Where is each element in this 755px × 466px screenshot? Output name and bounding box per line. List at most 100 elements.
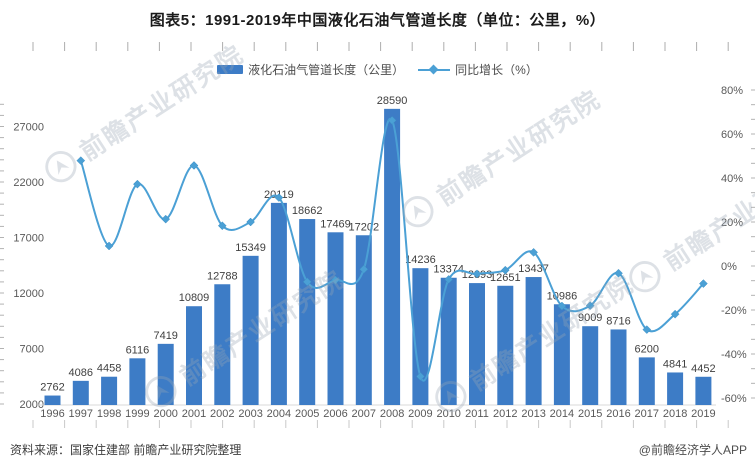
line-marker-icon — [161, 214, 171, 224]
svg-text:2006: 2006 — [323, 408, 347, 420]
svg-text:4841: 4841 — [663, 358, 687, 370]
svg-text:9009: 9009 — [578, 312, 602, 324]
bar-2018 — [667, 372, 684, 405]
svg-text:2017: 2017 — [635, 408, 659, 420]
svg-text:2015: 2015 — [578, 408, 602, 420]
bar-series-swatch-icon — [217, 65, 244, 74]
svg-text:14236: 14236 — [405, 254, 436, 266]
svg-text:12788: 12788 — [207, 270, 238, 282]
svg-text:17469: 17469 — [320, 218, 351, 230]
line-marker-icon — [274, 193, 284, 202]
line-series — [76, 116, 708, 382]
svg-text:2762: 2762 — [40, 382, 64, 394]
bar-2006 — [327, 232, 344, 405]
bar-1996 — [44, 395, 61, 405]
svg-text:2010: 2010 — [436, 408, 460, 420]
svg-text:4452: 4452 — [691, 363, 715, 375]
svg-text:1996: 1996 — [40, 408, 64, 420]
svg-text:7000: 7000 — [20, 344, 44, 356]
svg-text:2009: 2009 — [408, 408, 432, 420]
svg-text:15349: 15349 — [235, 242, 266, 254]
svg-text:7419: 7419 — [153, 330, 177, 342]
legend-bar-label: 液化石油气管道长度（公里） — [248, 63, 405, 77]
bar-2017 — [638, 357, 655, 405]
line-marker-icon — [500, 265, 510, 275]
svg-text:10809: 10809 — [179, 292, 210, 304]
axes: 2000 7000 12000 17000 22000 27000 80% 60% 40% 20%… — [0, 42, 755, 428]
bar-2005 — [299, 219, 316, 405]
bar-2007 — [355, 235, 372, 405]
svg-text:2014: 2014 — [550, 408, 574, 420]
svg-text:2000: 2000 — [20, 399, 44, 411]
line-marker-icon — [359, 264, 369, 274]
bar-2015 — [582, 326, 599, 405]
line-marker-icon — [642, 325, 652, 334]
bar-2019 — [695, 376, 712, 405]
svg-text:-20%: -20% — [721, 305, 747, 317]
svg-text:2003: 2003 — [238, 408, 262, 420]
svg-text:27000: 27000 — [13, 122, 44, 134]
legend-item-bar-series[interactable]: 液化石油气管道长度（公里） — [217, 61, 404, 78]
bar-1997 — [72, 380, 89, 405]
svg-text:60%: 60% — [721, 129, 743, 141]
line-marker-icon — [585, 301, 595, 310]
svg-text:20%: 20% — [721, 217, 743, 229]
line-marker-icon — [444, 275, 454, 284]
svg-text:4458: 4458 — [97, 363, 121, 375]
bar-2000 — [157, 343, 174, 405]
svg-text:13374: 13374 — [433, 264, 464, 276]
svg-text:80%: 80% — [721, 85, 743, 97]
line-marker-icon — [529, 248, 538, 257]
svg-text:8716: 8716 — [606, 315, 630, 327]
bar-series — [44, 108, 712, 405]
svg-text:1999: 1999 — [125, 408, 149, 420]
bar-2010 — [440, 277, 457, 405]
svg-text:2012: 2012 — [493, 408, 517, 420]
svg-text:2007: 2007 — [352, 408, 376, 420]
svg-text:2001: 2001 — [182, 408, 206, 420]
line-marker-icon — [387, 116, 397, 125]
svg-text:2008: 2008 — [380, 408, 404, 420]
bar-1998 — [101, 376, 118, 405]
bar-2004 — [270, 202, 287, 405]
legend-item-line-series[interactable]: 同比增长（%） — [418, 61, 538, 78]
bar-2016 — [610, 329, 627, 405]
svg-text:2018: 2018 — [663, 408, 687, 420]
svg-text:2000: 2000 — [153, 408, 177, 420]
bar-2003 — [242, 255, 259, 405]
svg-text:10986: 10986 — [547, 290, 578, 302]
svg-text:13437: 13437 — [518, 263, 549, 275]
bar-1999 — [129, 358, 146, 405]
svg-text:1998: 1998 — [97, 408, 121, 420]
svg-text:0%: 0% — [721, 261, 737, 273]
svg-text:28590: 28590 — [377, 95, 408, 107]
legend-line-label: 同比增长（%） — [455, 63, 538, 77]
line-marker-icon — [217, 221, 227, 231]
svg-text:2004: 2004 — [267, 408, 291, 420]
svg-text:6200: 6200 — [635, 343, 659, 355]
svg-text:12000: 12000 — [13, 288, 44, 300]
line-marker-icon — [472, 269, 482, 279]
line-marker-icon — [246, 217, 255, 227]
line-series-swatch-icon — [418, 64, 451, 75]
bar-2002 — [214, 284, 231, 405]
line-marker-icon — [670, 309, 680, 319]
x-axis-labels: 1996 1997 1998 1999 2000 2001 2002 2003 2004 2005… — [40, 408, 715, 420]
source-text: 资料来源：国家住建部 前瞻产业研究院整理 — [10, 443, 242, 457]
svg-text:18662: 18662 — [292, 205, 323, 217]
bar-2013 — [525, 277, 542, 405]
line-marker-icon — [331, 275, 340, 285]
line-marker-icon — [416, 372, 425, 381]
line-marker-icon — [189, 161, 199, 170]
bar-2001 — [186, 306, 202, 405]
svg-text:1997: 1997 — [69, 408, 93, 420]
svg-text:-40%: -40% — [721, 349, 747, 361]
svg-text:2011: 2011 — [465, 408, 489, 420]
bar-2008 — [384, 108, 401, 405]
svg-text:4086: 4086 — [69, 367, 93, 379]
svg-text:2016: 2016 — [606, 408, 630, 420]
credit-text: @前瞻经济学人APP — [638, 443, 747, 457]
svg-text:22000: 22000 — [13, 177, 44, 189]
